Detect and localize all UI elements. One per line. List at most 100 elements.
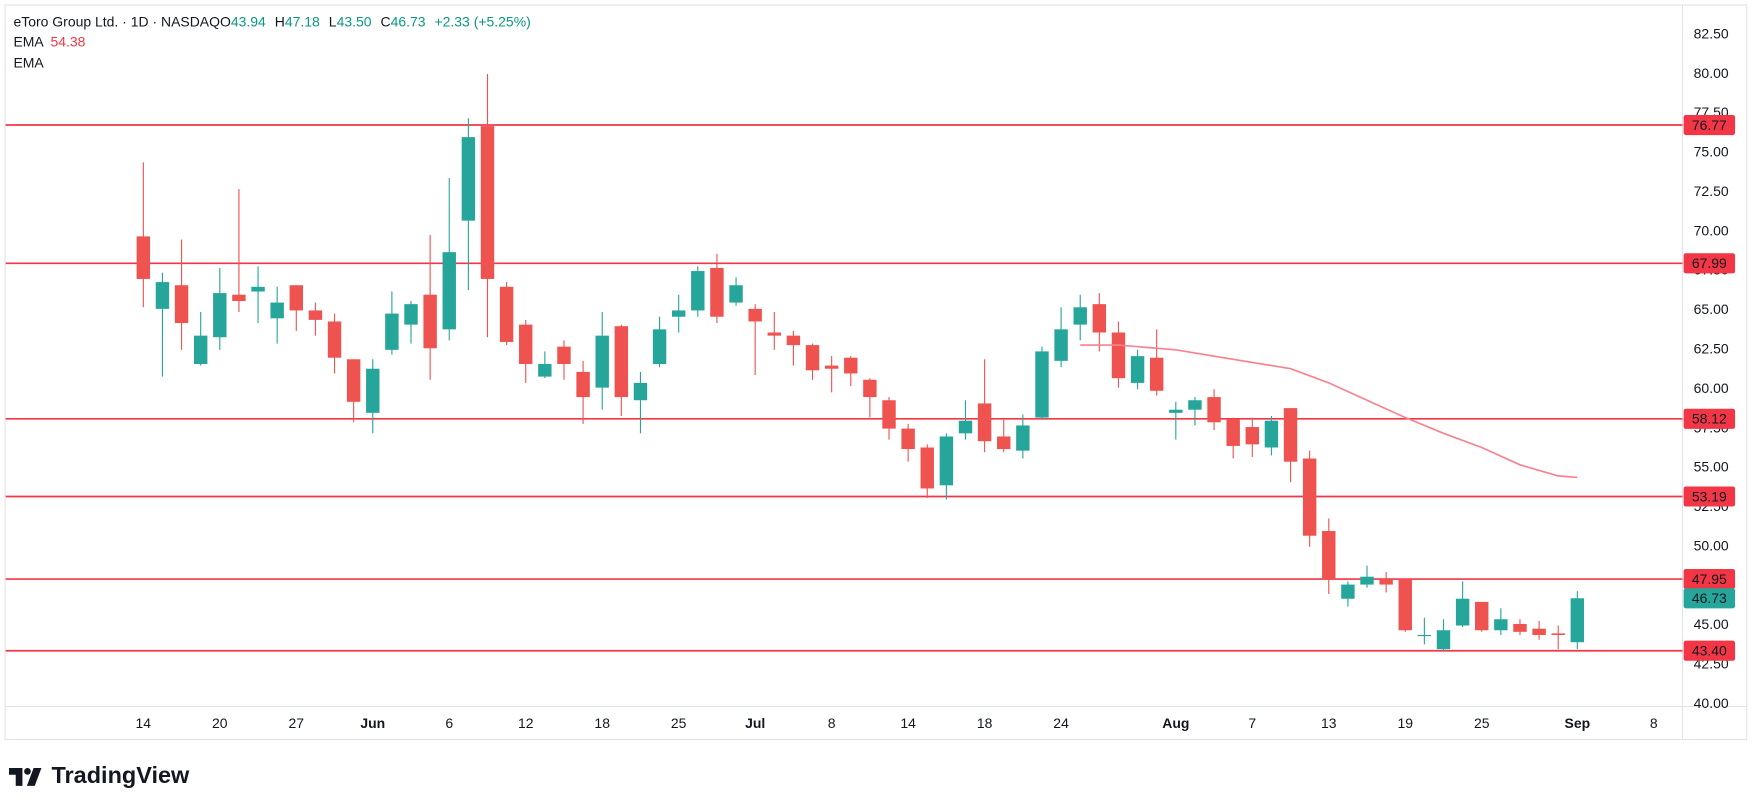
level-label-box [1683,568,1736,590]
candle-body [786,335,801,346]
candle-body [614,326,629,398]
x-tick-label: 14 [900,715,916,731]
candle-body [748,308,762,322]
candle-body [1398,579,1412,631]
candle-body [1360,576,1374,585]
indicator-name: EMA [13,54,44,70]
frame [4,4,1748,741]
indicator-name: EMA [13,33,44,49]
x-tick-label: 8 [828,715,836,731]
candle-body [1455,598,1470,626]
ema-line [1080,344,1578,479]
candle-body [251,286,265,292]
ohlc-value: 47.18 [285,13,320,29]
indicator-line: EMA [13,54,44,70]
candle-body [289,285,303,311]
y-tick-label: 45.00 [1694,616,1729,632]
x-tick-label: 13 [1321,715,1337,731]
candle-body [691,271,705,311]
x-tick-label: 25 [671,715,687,731]
candle-body [1264,420,1279,448]
y-tick-label: 72.50 [1694,183,1729,199]
candle-body [442,252,456,330]
x-tick-label: 20 [212,715,228,731]
y-tick-label: 40.00 [1694,695,1729,711]
level-label-box [1683,486,1736,507]
y-tick-label: 75.00 [1694,144,1729,160]
y-tick-label: 70.00 [1694,222,1729,238]
candle-body [1149,357,1164,391]
candle-body [1570,598,1585,643]
candle-body [1379,578,1393,585]
x-tick-label: 8 [1650,715,1658,731]
candle-body [824,365,839,369]
candle-body [557,346,571,365]
candle-body [1169,409,1183,413]
candle-body [538,364,552,377]
candle-body [863,379,877,398]
candle-body [174,285,189,324]
symbol-line: eToro Group Ltd. · 1D · NASDAQO43.94 H47.… [13,13,530,29]
ohlc-prefix: O [220,13,231,29]
y-tick-label: 60.00 [1694,380,1729,396]
y-tick-label: 50.00 [1694,537,1729,553]
candle-body [213,293,227,338]
candle-body [1111,332,1126,379]
change: +2.33 (+5.25%) [434,13,530,29]
candle-body [327,321,342,358]
candle-body [805,345,820,371]
candle-body [1226,419,1240,446]
candle-body [499,286,514,342]
x-tick-label: Sep [1565,715,1591,731]
y-tick-label: 80.00 [1694,65,1729,81]
candle-body [576,371,590,398]
x-tick-label: 19 [1397,715,1413,731]
x-tick-label: 7 [1248,715,1256,731]
candle-body [1322,531,1336,580]
candle-body [1513,623,1527,632]
x-tick-label: 6 [445,715,453,731]
candle-body [1130,356,1145,383]
ohlc-prefix: C [380,13,390,29]
candle-body [1054,329,1068,361]
level-label: 67.99 [1692,255,1727,271]
candle-body [136,236,151,279]
last-price-label: 46.73 [1692,590,1727,606]
candle-body [939,436,954,486]
axes: 40.0042.5045.0047.5050.0052.5055.0057.50… [136,25,1736,731]
y-tick-label: 62.50 [1694,341,1729,357]
candle-body [1475,601,1489,631]
candle-body [1016,425,1030,451]
level-label-box [1683,640,1736,661]
candle-body [1417,634,1432,637]
ohlc-prefix: H [275,13,285,29]
candle-body [977,403,992,442]
legend: eToro Group Ltd. · 1D · NASDAQO43.94 H47.… [13,13,530,70]
candle-body [767,332,781,336]
level-label: 43.40 [1692,643,1727,659]
level-label-box [1683,408,1736,429]
candle-body [652,329,667,365]
brand-logo [9,767,42,786]
candle-body [1532,628,1546,635]
candle-body [346,359,361,402]
candle-body [404,304,418,325]
candle-body [1073,307,1087,325]
ohlc-value: 46.73 [391,13,426,29]
candle-body [882,400,896,429]
candle-body [671,310,686,317]
level-label: 76.77 [1692,117,1727,133]
y-tick-label: 82.50 [1694,25,1729,41]
candle-body [901,428,915,450]
candle-body [1245,427,1260,445]
candle-body [155,282,170,309]
ohlc-value: 43.94 [231,13,266,29]
brand-logo-dot [24,767,31,775]
candle-body [480,126,495,279]
candle-body [997,436,1011,450]
candle-body [1302,458,1317,536]
ohlc-value: 43.50 [337,13,372,29]
